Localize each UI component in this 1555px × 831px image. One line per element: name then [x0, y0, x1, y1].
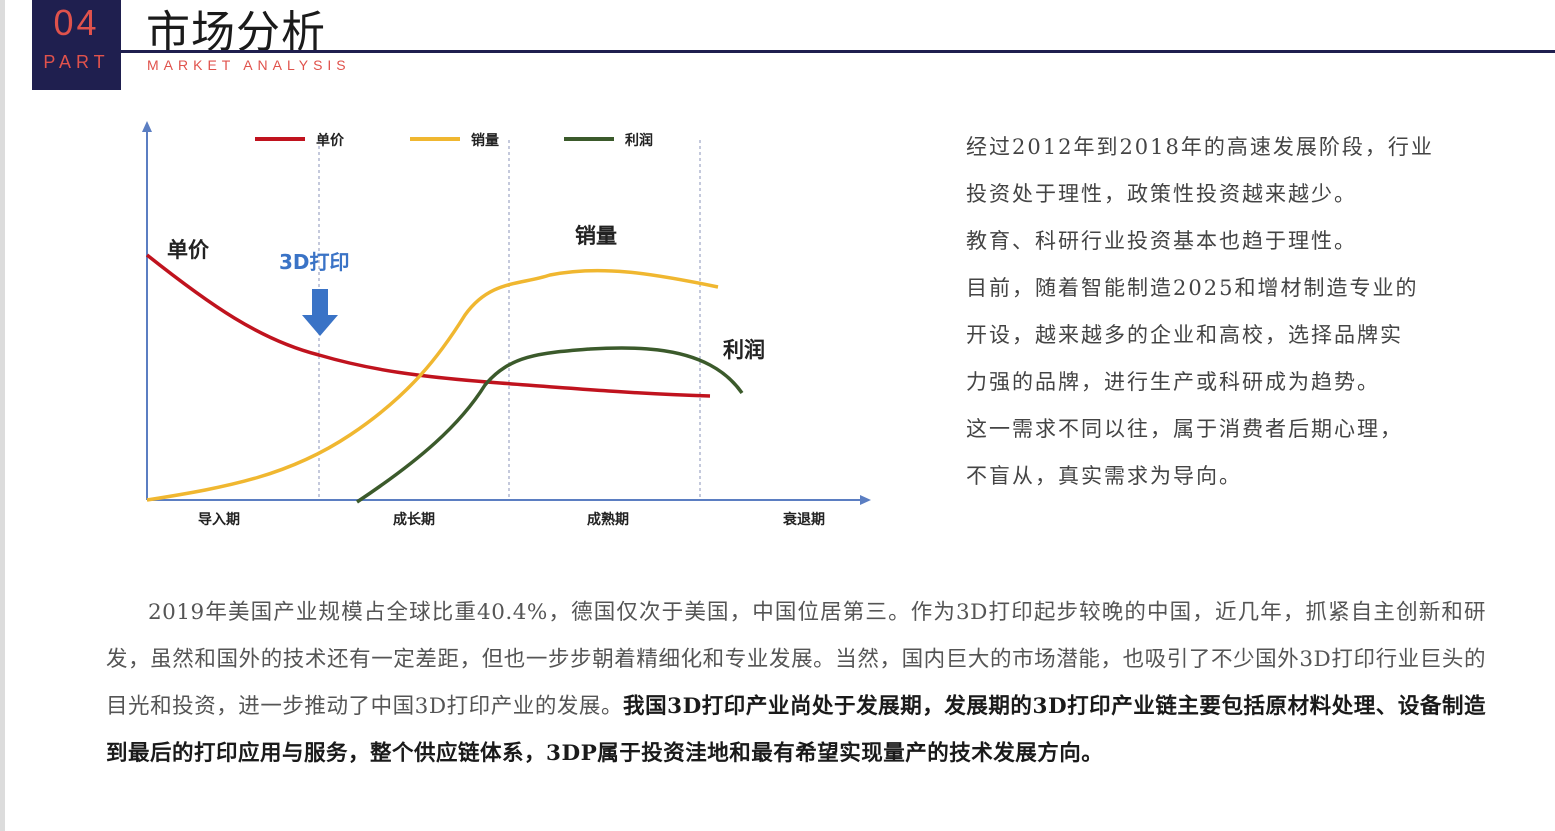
- left-edge-bar: [0, 0, 5, 831]
- curve-label-price: 单价: [167, 238, 210, 262]
- section-number: 04: [53, 2, 100, 43]
- section-number-badge: 04 PART: [32, 0, 121, 90]
- summary-line: 投资处于理性，政策性投资越来越少。: [966, 182, 1357, 206]
- page-subtitle: MARKET ANALYSIS: [147, 57, 351, 73]
- stage-label-introduction: 导入期: [198, 512, 240, 528]
- market-summary-text: 经过2012年到2018年的高速发展阶段，行业 投资处于理性，政策性投资越来越少…: [966, 124, 1486, 500]
- 3d-printing-marker-label: 3D打印: [279, 250, 350, 274]
- legend-label-profit: 利润: [625, 132, 653, 149]
- summary-line: 目前，随着智能制造2025和增材制造专业的: [966, 276, 1419, 300]
- body-text-emphasis: 我国3D打印产业尚处于发展期，发展期的3D打印产业链主要包括原材料处理、设备制造…: [106, 694, 1486, 766]
- body-paragraph: 2019年美国产业规模占全球比重40.4%，德国仅次于美国，中国位居第三。作为3…: [106, 589, 1486, 777]
- curve-label-sales: 销量: [575, 224, 617, 248]
- summary-line: 力强的品牌，进行生产或科研成为趋势。: [966, 370, 1380, 394]
- x-axis-arrow: [860, 495, 871, 505]
- summary-line: 经过2012年到2018年的高速发展阶段，行业: [966, 135, 1434, 159]
- body-text-normal: 2019年美国产业规模占全球比重40.4%，德国仅次于美国，中国位居第三。作为3…: [106, 600, 1486, 719]
- profit-curve: [356, 346, 744, 504]
- page-title: 市场分析: [146, 7, 326, 58]
- sales-curve: [146, 268, 719, 502]
- stage-label-decline: 衰退期: [782, 511, 825, 528]
- price-curve: [145, 253, 711, 398]
- stage-label-maturity: 成熟期: [587, 511, 629, 528]
- summary-line: 教育、科研行业投资基本也趋于理性。: [966, 229, 1357, 253]
- down-arrow-icon: [302, 289, 338, 336]
- summary-line: 这一需求不同以往，属于消费者后期心理，: [966, 417, 1403, 441]
- y-axis-arrow: [142, 121, 152, 132]
- summary-line: 开设，越来越多的企业和高校，选择品牌实: [966, 323, 1403, 347]
- curve-label-profit: 利润: [723, 338, 765, 362]
- part-label: PART: [43, 52, 110, 72]
- summary-line: 不盲从，真实需求为导向。: [966, 464, 1242, 488]
- header-rule: [121, 50, 1555, 53]
- product-lifecycle-diagram: 单价 销量 利润 单价 销量 利润 3D打印 导入期 成长期 成熟期 衰退期: [142, 121, 871, 528]
- stage-label-growth: 成长期: [393, 511, 435, 528]
- legend-label-sales: 销量: [471, 132, 499, 149]
- legend-label-price: 单价: [316, 132, 345, 149]
